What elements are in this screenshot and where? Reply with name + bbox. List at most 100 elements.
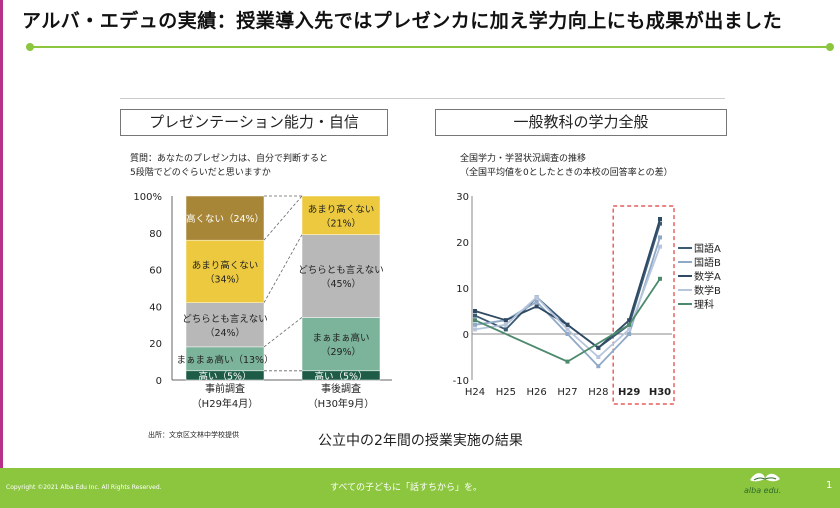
title-underline-dot-left — [26, 43, 34, 51]
title-underline — [30, 46, 830, 48]
bar-segment-label: まぁまぁ高い（13%） — [176, 354, 273, 366]
line-x-tick-label: H26 — [527, 387, 547, 398]
line-point — [473, 313, 477, 318]
trend-note-line1: 全国学力・学習状況調査の推移 — [460, 154, 587, 164]
bar-segment-label: （45%） — [321, 278, 361, 290]
line-point — [503, 322, 508, 327]
line-x-tick-label: H27 — [557, 387, 577, 398]
bar-segment — [185, 239, 265, 303]
bar-connector-line — [263, 317, 303, 348]
line-x-tick-label: H29 — [618, 387, 640, 398]
bar-segment — [301, 317, 381, 372]
legend-label: 数学A — [694, 270, 721, 283]
results-caption: 公立中の2年間の授業実施の結果 — [318, 433, 523, 449]
line-point — [627, 332, 632, 336]
page-number: 1 — [826, 480, 833, 491]
line-point — [473, 322, 477, 327]
bar-segment-label: 高い（5%） — [198, 370, 251, 382]
bar-segment — [301, 195, 381, 235]
bar-segment-label: まぁまぁ高い — [312, 332, 369, 344]
bar-segment — [301, 234, 381, 318]
line-point — [596, 355, 601, 359]
line-series — [474, 246, 661, 359]
line-point — [658, 235, 662, 240]
bar-y-tick-label: 40 — [149, 302, 162, 313]
line-y-tick-label: 20 — [456, 238, 469, 249]
line-x-tick-label: H30 — [649, 387, 671, 398]
line-point — [534, 295, 539, 300]
source-note: 出所：文京区文林中学校提供 — [148, 431, 239, 439]
survey-question-line1: 質問：あなたのプレゼン力は、自分で判断すると — [130, 154, 329, 164]
bar-y-tick-label: 80 — [149, 229, 162, 240]
legend-label: 国語A — [694, 242, 721, 255]
bar-y-tick-label: 100% — [133, 192, 162, 203]
line-point — [565, 359, 570, 364]
bar-segment-label: （21%） — [321, 217, 361, 229]
line-point — [534, 299, 539, 304]
bar-category-label: 事後調査 — [321, 382, 361, 395]
content-divider — [120, 98, 725, 99]
line-point — [596, 345, 601, 350]
line-y-tick-label: 10 — [456, 284, 469, 295]
line-x-tick-label: H25 — [496, 387, 516, 398]
line-point — [658, 244, 662, 249]
line-point — [503, 327, 508, 332]
bar-connector-line — [263, 195, 303, 241]
bar-segment-label: あまり高くない — [192, 259, 259, 271]
bar-segment-label: どちらとも言えない — [298, 264, 384, 276]
line-y-tick-label: 0 — [463, 330, 469, 341]
line-point — [658, 217, 662, 221]
line-point — [473, 309, 477, 313]
line-point — [473, 327, 477, 332]
line-point — [596, 364, 601, 369]
footer-bar — [0, 468, 840, 508]
bar-segment-label: 高くない（24%） — [186, 213, 264, 225]
line-series — [474, 278, 661, 363]
section-title-academic: 一般教科の学力全般 — [435, 109, 727, 136]
slide-title: アルバ・エデュの実績：授業導入先ではプレゼンカに加え学力向上にも成果が出ました — [22, 10, 783, 32]
bar-segment — [185, 195, 265, 241]
bar-segment-label: （29%） — [321, 346, 361, 358]
legend-label: 国語B — [694, 256, 721, 269]
line-x-tick-label: H24 — [465, 387, 485, 398]
bar-segment — [185, 302, 265, 348]
footer-copyright: Copyright ©2021 Alba Edu Inc. All Rights… — [6, 484, 162, 491]
line-point — [658, 221, 662, 226]
line-series — [474, 237, 661, 368]
line-point — [627, 322, 632, 327]
trend-note-line2: （全国平均値を0としたときの本校の回答率との差） — [460, 168, 673, 178]
line-point — [534, 304, 539, 309]
line-point — [503, 318, 508, 323]
line-point — [565, 322, 570, 327]
bar-segment-label: あまり高くない — [308, 203, 375, 215]
left-accent-border — [0, 0, 3, 470]
line-point — [565, 332, 570, 336]
title-underline-dot-right — [826, 43, 834, 51]
legend-label: 理科 — [694, 298, 714, 311]
bar-y-tick-label: 60 — [149, 266, 162, 277]
line-y-tick-label: 30 — [456, 192, 469, 203]
stacked-bar-chart: 100% 80 60 40 20 0 高い（5%） まぁまぁ高い（13%） どちらとも言えない （… — [133, 192, 392, 410]
line-point — [565, 327, 570, 332]
line-x-tick-label: H28 — [588, 387, 608, 398]
bar-category-sublabel: （H29年4月） — [192, 397, 259, 410]
line-chart: -10 0 10 20 30 H24 H25 H26 H27 H28 H29 H30 国語A国語B数学A… — [453, 192, 721, 405]
footer-slogan: すべての子どもに「話すちから」を。 — [330, 483, 483, 493]
bar-connector-line — [263, 234, 303, 303]
highlight-box — [612, 205, 675, 405]
leaf-logo-icon — [750, 473, 780, 482]
bar-segment-label: （24%） — [205, 327, 245, 339]
line-point — [627, 318, 632, 323]
legend-label: 数学B — [694, 284, 721, 297]
bar-category-label: 事前調査 — [205, 382, 245, 395]
footer-logo-text: alba edu. — [744, 486, 782, 495]
bar-segment-label: どちらとも言えない — [182, 313, 268, 325]
line-point — [473, 318, 477, 323]
survey-question-line2: 5段階でどのぐらいだと思いますか — [130, 168, 271, 178]
section-title-presentation: プレゼンテーション能力・自信 — [120, 109, 388, 136]
bar-y-tick-label: 0 — [156, 376, 162, 387]
line-y-tick-label: -10 — [453, 376, 469, 387]
line-point — [658, 276, 662, 281]
bar-segment-label: （34%） — [205, 273, 245, 285]
